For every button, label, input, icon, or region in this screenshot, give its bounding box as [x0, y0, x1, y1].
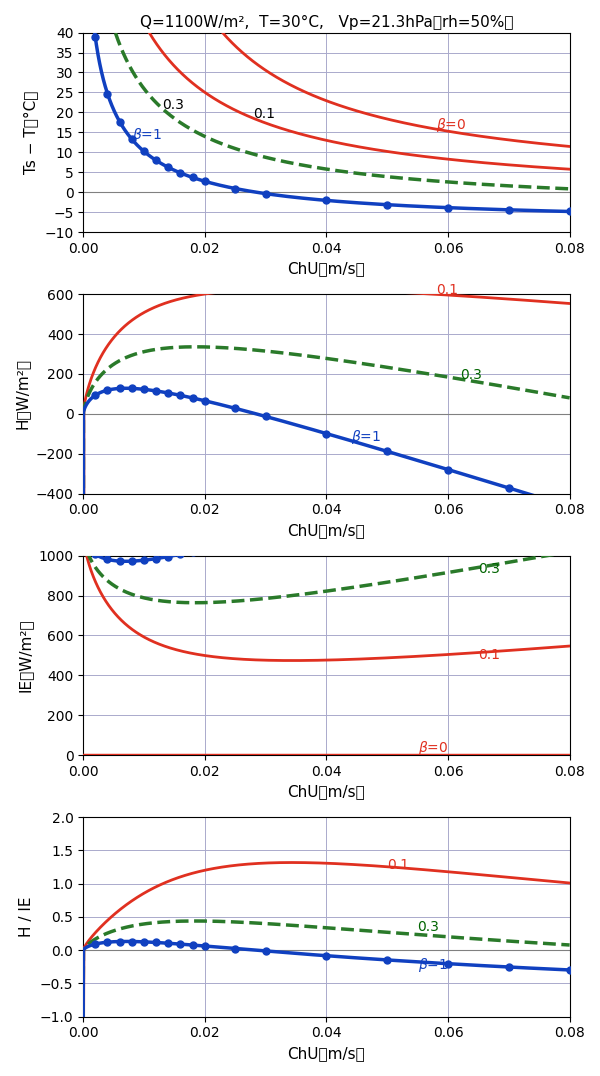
Text: $\beta$=1: $\beta$=1 [351, 427, 381, 445]
Text: $\beta$=1: $\beta$=1 [132, 126, 162, 144]
Text: $\beta$=0: $\beta$=0 [418, 739, 448, 758]
Text: 0.1: 0.1 [436, 283, 458, 297]
Y-axis label: IE（W/m²）: IE（W/m²） [18, 619, 33, 692]
Text: 0.3: 0.3 [460, 368, 482, 382]
X-axis label: ChU（m/s）: ChU（m/s） [287, 784, 365, 799]
Text: 0.3: 0.3 [478, 563, 500, 577]
X-axis label: ChU（m/s）: ChU（m/s） [287, 261, 365, 277]
Text: 0.1: 0.1 [387, 859, 409, 873]
Text: 0.1: 0.1 [478, 648, 500, 662]
Text: 0.3: 0.3 [418, 920, 439, 934]
Y-axis label: H（W/m²）: H（W/m²） [15, 358, 30, 429]
Text: 0.3: 0.3 [162, 98, 184, 112]
X-axis label: ChU（m/s）: ChU（m/s） [287, 523, 365, 538]
Text: $\beta$=0: $\beta$=0 [436, 116, 466, 134]
Y-axis label: Ts − T（°C）: Ts − T（°C） [23, 90, 38, 174]
Y-axis label: H / IE: H / IE [19, 896, 34, 937]
Text: 0.1: 0.1 [253, 108, 275, 122]
X-axis label: ChU（m/s）: ChU（m/s） [287, 1046, 365, 1061]
Text: $\beta$=1: $\beta$=1 [418, 955, 448, 974]
Title: Q=1100W/m²,  T=30°C,   Vp=21.3hPa（rh=50%）: Q=1100W/m², T=30°C, Vp=21.3hPa（rh=50%） [140, 15, 513, 30]
